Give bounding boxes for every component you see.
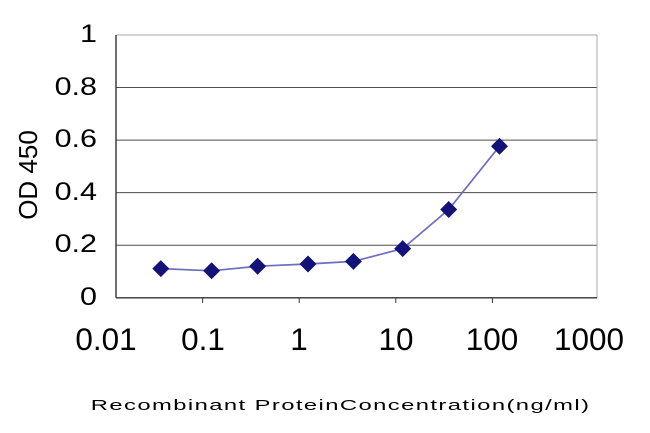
svg-text:OD 450: OD 450 <box>13 130 43 220</box>
